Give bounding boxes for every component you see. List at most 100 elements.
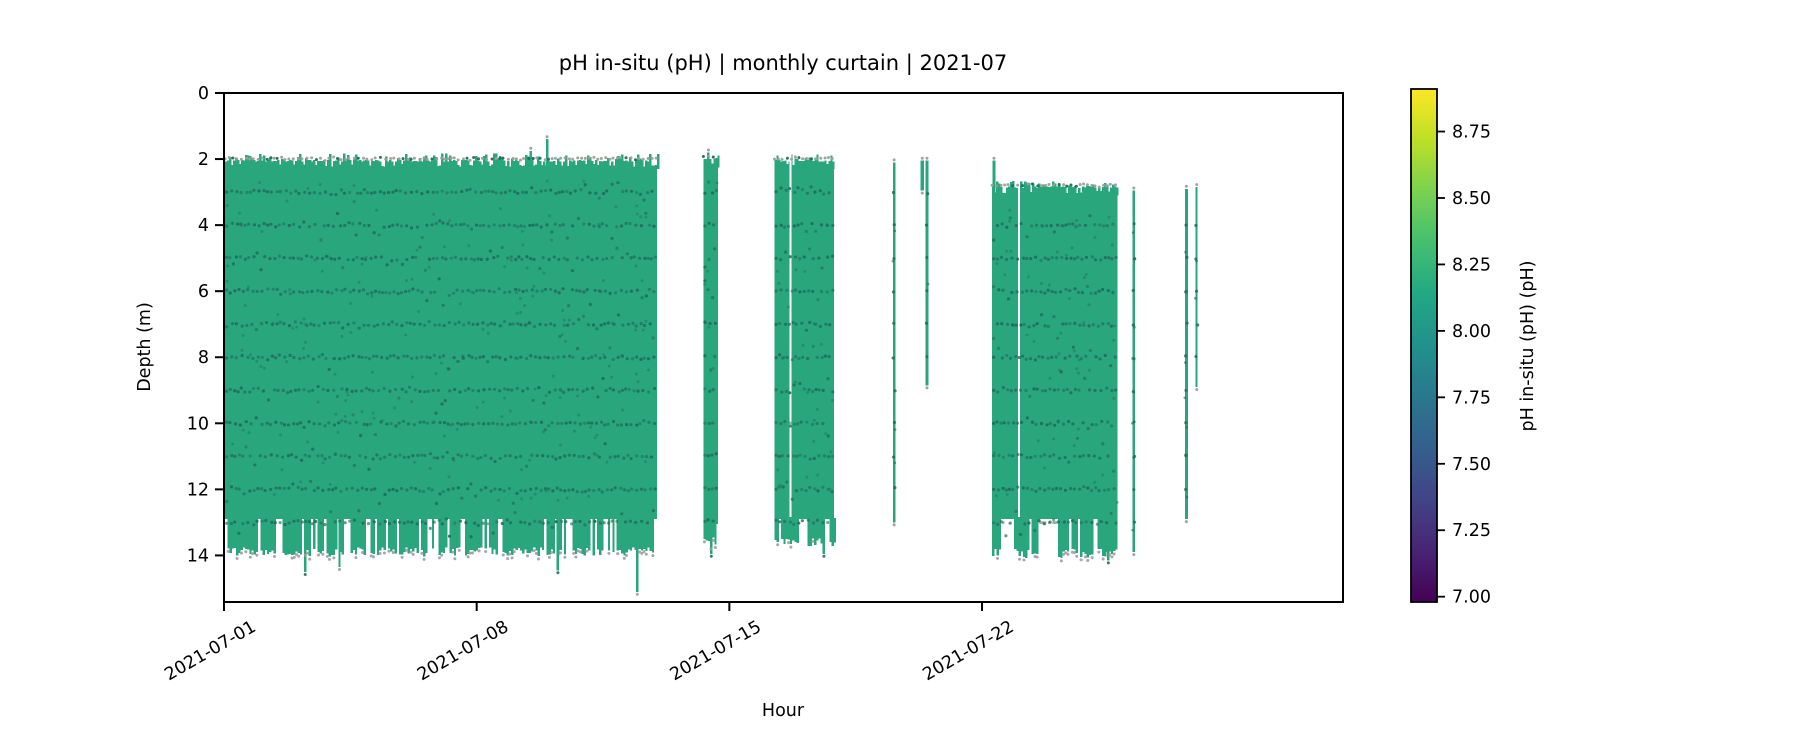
data-point — [580, 258, 585, 262]
data-point — [703, 453, 707, 457]
curtain-fill — [1108, 518, 1112, 552]
data-point — [425, 421, 430, 425]
data-point — [708, 321, 712, 326]
curtain-fill — [237, 160, 240, 169]
data-point — [372, 231, 376, 235]
data-point — [828, 323, 832, 327]
data-point — [348, 519, 352, 523]
data-point — [543, 355, 547, 359]
data-point — [826, 156, 830, 160]
data-point — [790, 358, 794, 362]
data-point — [387, 322, 391, 327]
curtain-fill — [581, 160, 584, 169]
data-point — [444, 517, 449, 521]
data-point — [305, 551, 309, 555]
data-point — [409, 157, 413, 161]
data-point — [712, 223, 716, 227]
data-point — [415, 522, 419, 526]
data-point — [925, 156, 929, 160]
data-point — [288, 353, 292, 357]
curtain-fill — [1076, 192, 1079, 196]
data-point — [533, 387, 537, 391]
data-point — [1074, 225, 1078, 229]
data-point — [338, 224, 343, 228]
data-point — [811, 256, 815, 261]
data-point — [623, 387, 628, 391]
data-point — [246, 288, 250, 292]
data-point — [821, 421, 825, 426]
data-point — [270, 322, 275, 327]
data-point — [1021, 184, 1025, 188]
data-point — [1056, 388, 1060, 392]
data-point — [546, 157, 550, 161]
curtain-fill — [636, 517, 639, 592]
data-point — [1010, 290, 1014, 295]
data-point — [816, 489, 820, 493]
data-point — [572, 551, 576, 555]
data-point — [468, 187, 472, 191]
data-point — [371, 389, 375, 393]
colorbar-gradient — [1410, 88, 1438, 603]
curtain-fill — [522, 518, 525, 554]
curtain-fill — [585, 164, 588, 169]
data-point — [305, 290, 309, 294]
data-point — [550, 421, 554, 425]
curtain-fill — [1050, 186, 1053, 196]
data-point — [1008, 356, 1013, 360]
data-point — [394, 188, 398, 193]
curtain-fill — [645, 160, 648, 169]
data-point — [1060, 255, 1064, 260]
curtain-fill — [227, 518, 230, 549]
data-point — [1097, 550, 1101, 554]
data-point — [791, 454, 796, 458]
data-point — [992, 487, 996, 491]
data-point — [826, 520, 830, 525]
data-point — [430, 223, 434, 227]
data-point — [1000, 322, 1004, 326]
curtain-block — [992, 193, 1118, 520]
data-point — [461, 157, 465, 161]
data-point — [653, 421, 657, 426]
curtain-fill — [359, 159, 362, 169]
curtain-fill — [231, 518, 234, 549]
data-point — [644, 552, 648, 556]
data-point — [510, 422, 514, 426]
data-point — [486, 323, 490, 327]
data-point — [441, 354, 446, 358]
data-point — [285, 360, 289, 364]
data-point — [478, 288, 482, 292]
data-point — [635, 212, 639, 216]
data-point — [506, 423, 510, 427]
data-point — [529, 256, 533, 261]
data-point — [275, 156, 279, 160]
curtain-fill — [421, 161, 424, 169]
curtain-fill — [319, 161, 322, 169]
data-point — [642, 550, 646, 554]
data-point — [438, 219, 442, 223]
data-point — [273, 521, 277, 525]
data-point — [400, 387, 404, 391]
curtain-fill — [357, 518, 360, 548]
data-point — [559, 443, 563, 447]
curtain-fill — [1058, 182, 1061, 196]
data-point — [629, 457, 633, 461]
data-point — [367, 223, 371, 228]
data-point — [228, 420, 232, 425]
data-point — [818, 324, 822, 328]
data-point — [1132, 553, 1136, 557]
data-point — [323, 457, 327, 461]
curtain-fill — [1110, 187, 1113, 196]
data-point — [323, 159, 327, 163]
data-point — [1004, 488, 1008, 492]
data-point — [613, 455, 617, 459]
data-point — [586, 323, 591, 327]
data-point — [483, 189, 487, 193]
curtain-fill — [553, 161, 556, 169]
data-point — [642, 418, 646, 423]
data-point — [228, 291, 232, 295]
data-point — [532, 257, 536, 262]
data-point — [709, 368, 713, 372]
data-point — [293, 320, 297, 324]
data-point — [488, 387, 492, 391]
curtain-fill — [786, 164, 789, 169]
